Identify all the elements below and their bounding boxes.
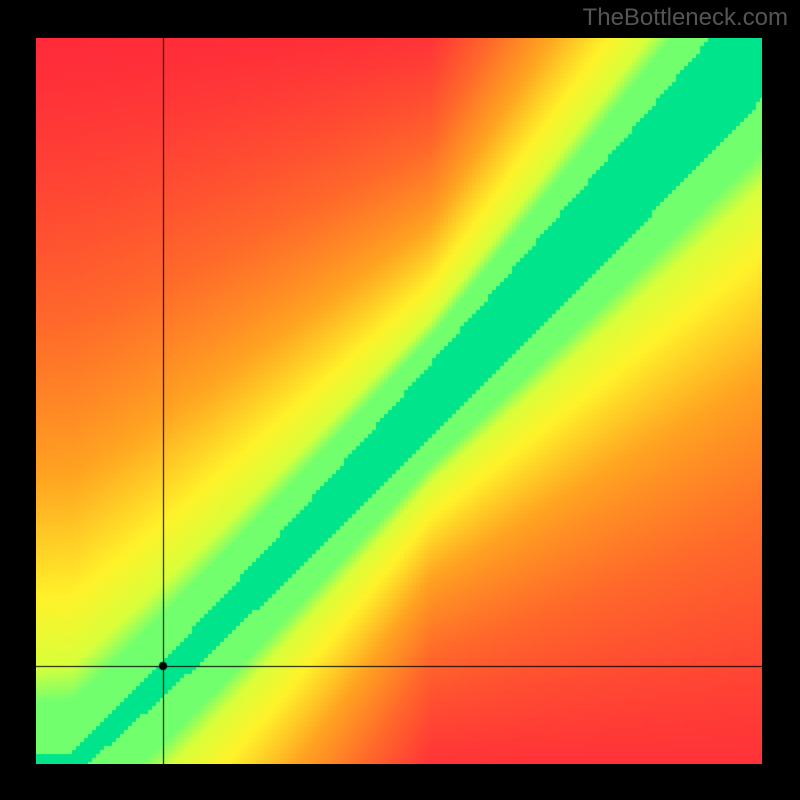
bottleneck-heatmap [36, 38, 762, 764]
attribution-label: TheBottleneck.com [583, 0, 800, 32]
chart-container: TheBottleneck.com [0, 0, 800, 800]
